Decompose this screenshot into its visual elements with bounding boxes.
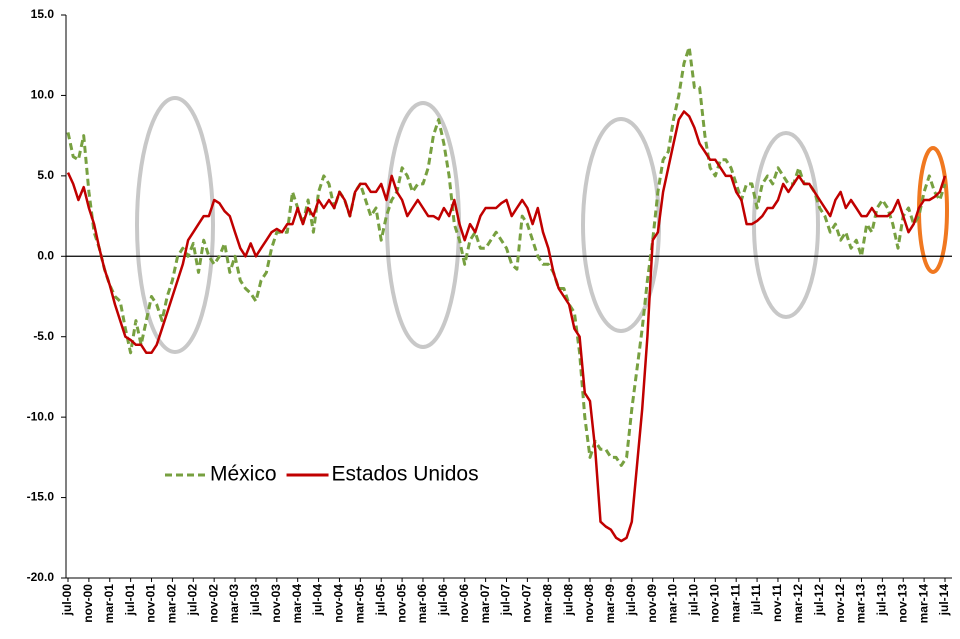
x-tick-label: jul-02 (185, 584, 199, 617)
x-tick-label: jul-08 (561, 584, 575, 617)
x-tick-label: jul-06 (436, 584, 450, 617)
y-tick-label: -5.0 (33, 329, 54, 343)
x-tick-label: nov-07 (520, 584, 534, 623)
x-tick-label: mar-13 (854, 584, 868, 624)
x-tick-label: mar-01 (102, 584, 116, 624)
line-series (66, 45, 947, 467)
y-tick-label: -20.0 (27, 570, 55, 584)
y-tick-label: 10.0 (31, 88, 55, 102)
x-tick-label: mar-06 (415, 584, 429, 624)
x-tick-label: jul-11 (749, 584, 763, 616)
y-tick-label: 5.0 (37, 168, 54, 182)
highlight-ellipse (135, 96, 215, 354)
legend-label: México (210, 463, 277, 486)
x-tick-label: mar-03 (227, 584, 241, 624)
y-tick-label: -10.0 (27, 409, 55, 423)
x-tick-label: mar-07 (478, 584, 492, 624)
x-tick-label: jul-10 (687, 584, 701, 617)
x-tick-label: mar-12 (791, 584, 805, 624)
x-tick-label: jul-05 (373, 584, 387, 617)
x-tick-label: nov-01 (144, 584, 158, 623)
x-tick-label: nov-04 (332, 584, 346, 623)
x-tick-label: nov-08 (582, 584, 596, 623)
x-tick-label: jul-04 (311, 584, 325, 617)
x-tick-label: nov-12 (833, 584, 847, 623)
y-tick-label: -15.0 (27, 490, 55, 504)
x-tick-label: nov-06 (457, 584, 471, 623)
x-tick-label: mar-10 (666, 584, 680, 624)
x-tick-label: mar-11 (728, 584, 742, 623)
x-tick-label: mar-04 (290, 584, 304, 624)
x-tick-label: jul-03 (248, 584, 262, 617)
x-tick-label: mar-14 (916, 584, 930, 624)
y-tick-label: 0.0 (37, 248, 54, 262)
x-tick-label: jul-12 (812, 584, 826, 617)
x-tick-label: jul-09 (624, 584, 638, 617)
x-tick-label: jul-14 (937, 584, 951, 617)
x-tick-label: mar-02 (165, 584, 179, 624)
highlight-ellipse (581, 117, 661, 333)
x-tick-label: jul-13 (875, 584, 889, 617)
legend-label: Estados Unidos (332, 463, 479, 486)
x-tick-label: mar-09 (603, 584, 617, 624)
x-tick-label: nov-09 (645, 584, 659, 623)
line-series (66, 110, 947, 543)
x-tick-label: jul-01 (123, 584, 137, 617)
x-tick-label: nov-00 (81, 584, 95, 623)
x-tick-label: nov-02 (206, 584, 220, 623)
x-tick-label: nov-13 (895, 584, 909, 623)
highlight-ellipse (385, 101, 461, 349)
x-tick-label: mar-08 (540, 584, 554, 624)
y-tick-label: 15.0 (31, 7, 55, 21)
highlight-ellipse (917, 146, 949, 274)
x-tick-label: nov-10 (707, 584, 721, 623)
x-tick-label: nov-03 (269, 584, 283, 623)
x-tick-label: jul-07 (499, 584, 513, 617)
x-tick-label: nov-11 (770, 584, 784, 622)
highlight-ellipse (752, 131, 820, 319)
x-tick-label: nov-05 (394, 584, 408, 623)
x-tick-label: mar-05 (353, 584, 367, 624)
x-tick-label: jul-00 (60, 584, 74, 617)
